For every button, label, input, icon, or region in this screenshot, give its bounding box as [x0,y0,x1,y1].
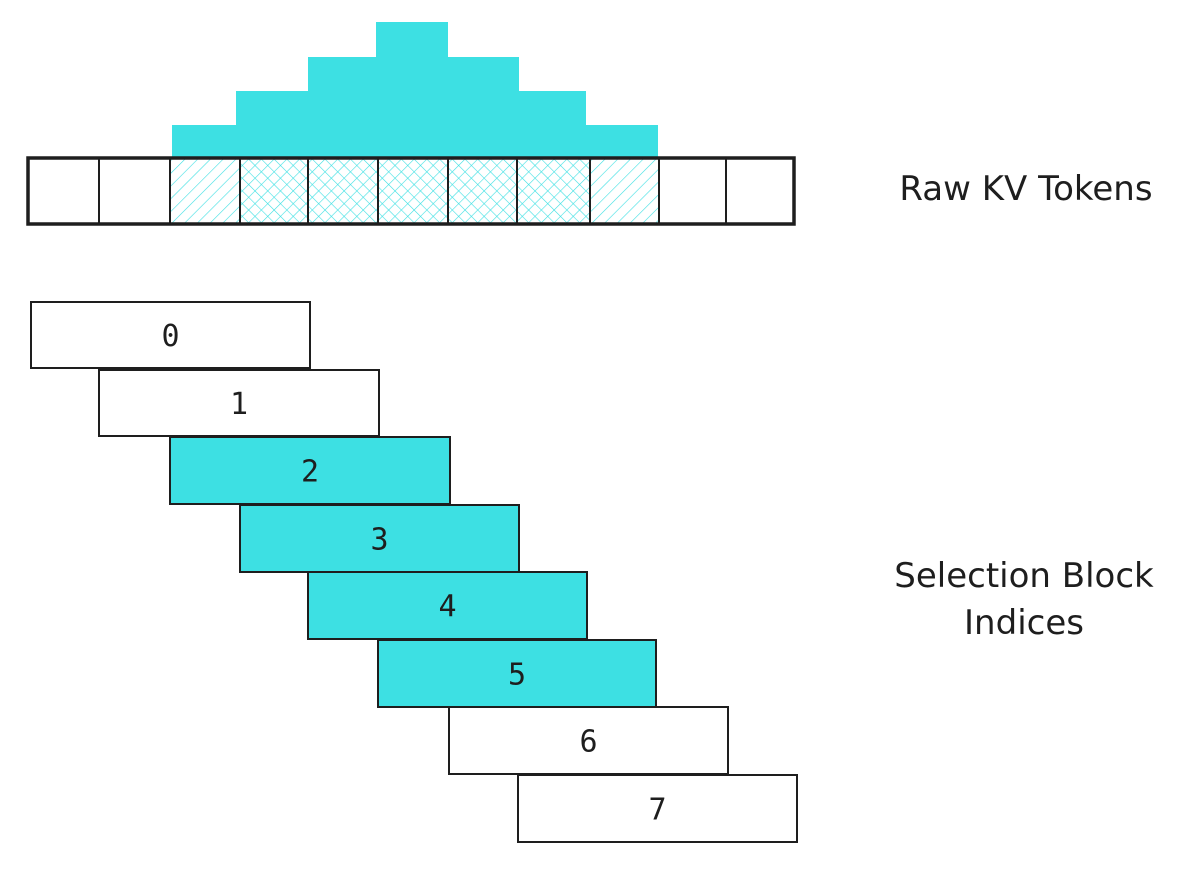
selection-block-label-line2: Indices [964,603,1084,643]
attention-pyramid [172,22,658,158]
token-cell [27,157,100,225]
selection-block-stack: 0 1 2 3 4 5 6 7 [30,301,798,843]
selection-block-index-label: 2 [301,455,319,490]
selection-block-index-label: 3 [370,523,388,558]
token-cell [98,157,171,225]
pyramid-step [172,125,658,158]
selection-block-index-label: 5 [508,658,526,693]
selection-block-2 [169,436,451,505]
token-cell-crosshatch [308,158,378,224]
selection-block-index-label: 0 [161,319,179,354]
token-cell-hatch [590,158,659,224]
token-cell [725,157,795,225]
selection-block-index-label: 4 [438,590,456,625]
selection-block-0 [30,301,311,369]
token-cell-crosshatch [448,158,517,224]
selection-block-3 [239,504,520,573]
raw-kv-token-strip [26,156,796,226]
token-strip-border [26,156,796,226]
selection-block-7 [517,774,798,843]
token-cell-crosshatch [517,158,590,224]
selection-block-index-label: 1 [230,387,248,422]
selection-block-5 [377,639,657,708]
raw-kv-tokens-label: Raw KV Tokens [899,169,1152,209]
token-cell-hatch [170,158,240,224]
token-cell [658,157,727,225]
selection-block-index-label: 6 [579,725,597,760]
token-cell-crosshatch [240,158,308,224]
selection-block-label-line1: Selection Block [894,556,1154,596]
selection-block-index-label: 7 [648,793,666,828]
selection-block-1 [98,369,380,437]
token-cell-crosshatch [378,158,448,224]
